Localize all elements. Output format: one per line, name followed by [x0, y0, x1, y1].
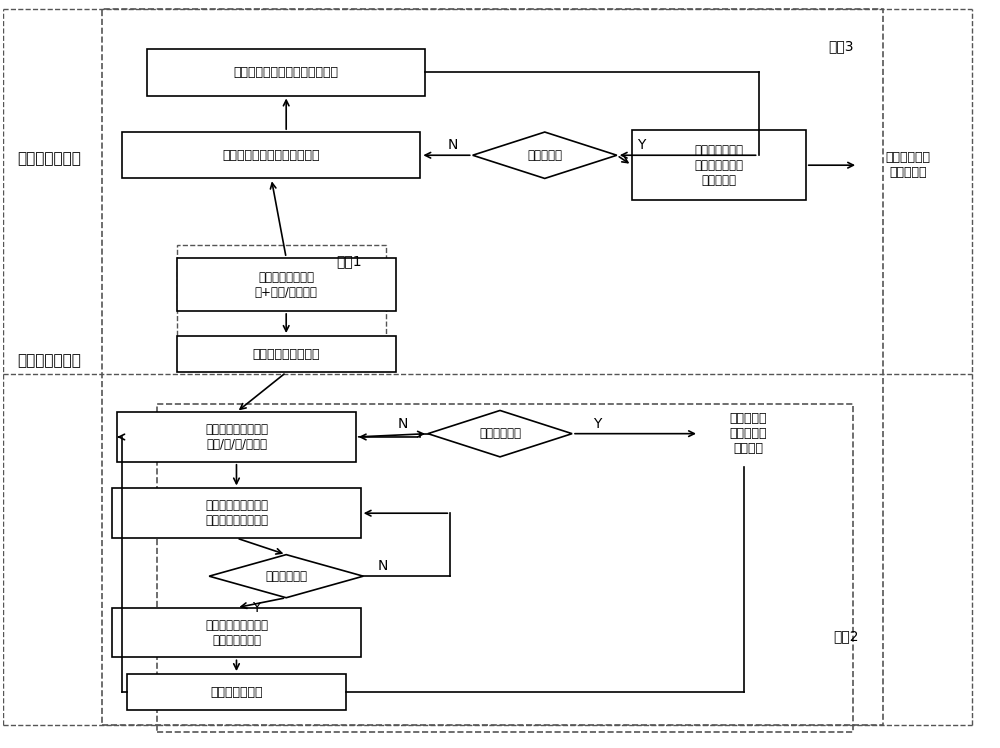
Text: 进行充裕性、安全性风险评估: 进行充裕性、安全性风险评估	[223, 149, 320, 162]
Text: N: N	[448, 138, 458, 153]
Text: 新的边界的评估: 新的边界的评估	[210, 686, 263, 699]
Text: N: N	[378, 560, 388, 573]
FancyBboxPatch shape	[632, 130, 806, 200]
Text: N: N	[398, 417, 408, 431]
Polygon shape	[473, 132, 617, 179]
Text: 步骤1: 步骤1	[336, 254, 362, 269]
Text: 步骤3: 步骤3	[828, 39, 854, 53]
Text: 年初始运行工况网
架+开机/负荷容量: 年初始运行工况网 架+开机/负荷容量	[255, 271, 318, 298]
Text: 到达峰点年: 到达峰点年	[527, 149, 562, 162]
Text: Y: Y	[252, 601, 261, 615]
FancyBboxPatch shape	[122, 132, 420, 179]
FancyBboxPatch shape	[112, 607, 361, 657]
Text: 边界评估结束: 边界评估结束	[479, 427, 521, 440]
Polygon shape	[428, 411, 572, 457]
FancyBboxPatch shape	[117, 412, 356, 462]
Text: Y: Y	[593, 417, 601, 431]
Text: 得到风险不超过限值
的该种边界范围: 得到风险不超过限值 的该种边界范围	[205, 619, 268, 646]
Text: 措施寻优结束: 措施寻优结束	[265, 570, 307, 583]
Text: 步骤2: 步骤2	[833, 629, 859, 643]
FancyBboxPatch shape	[147, 49, 425, 96]
FancyBboxPatch shape	[112, 488, 361, 538]
FancyBboxPatch shape	[177, 258, 396, 311]
Text: 时间维边界确定: 时间维边界确定	[18, 151, 82, 166]
Text: 从工况中取出一种新
能源/水/储/荷边界: 从工况中取出一种新 能源/水/储/荷边界	[205, 423, 268, 451]
FancyBboxPatch shape	[127, 674, 346, 711]
Text: 火电开机影响风险的一阶灵敏度: 火电开机影响风险的一阶灵敏度	[234, 66, 339, 79]
Text: Y: Y	[638, 138, 646, 153]
Polygon shape	[209, 554, 363, 598]
Text: 运行维边界确定: 运行维边界确定	[18, 353, 82, 368]
FancyBboxPatch shape	[177, 336, 396, 373]
Text: 生成全清洁供电工况: 生成全清洁供电工况	[252, 348, 320, 361]
Text: 火电开机影响风
险随时间变化的
二阶灵敏度: 火电开机影响风 险随时间变化的 二阶灵敏度	[694, 144, 743, 187]
Text: 得到该年全
清洁供电的
运行边界: 得到该年全 清洁供电的 运行边界	[730, 412, 767, 456]
Text: 进行充裕性、安全性
风险评估及措施寻优: 进行充裕性、安全性 风险评估及措施寻优	[205, 499, 268, 527]
Text: 得到全清洁供
电边界时间: 得到全清洁供 电边界时间	[885, 151, 930, 180]
